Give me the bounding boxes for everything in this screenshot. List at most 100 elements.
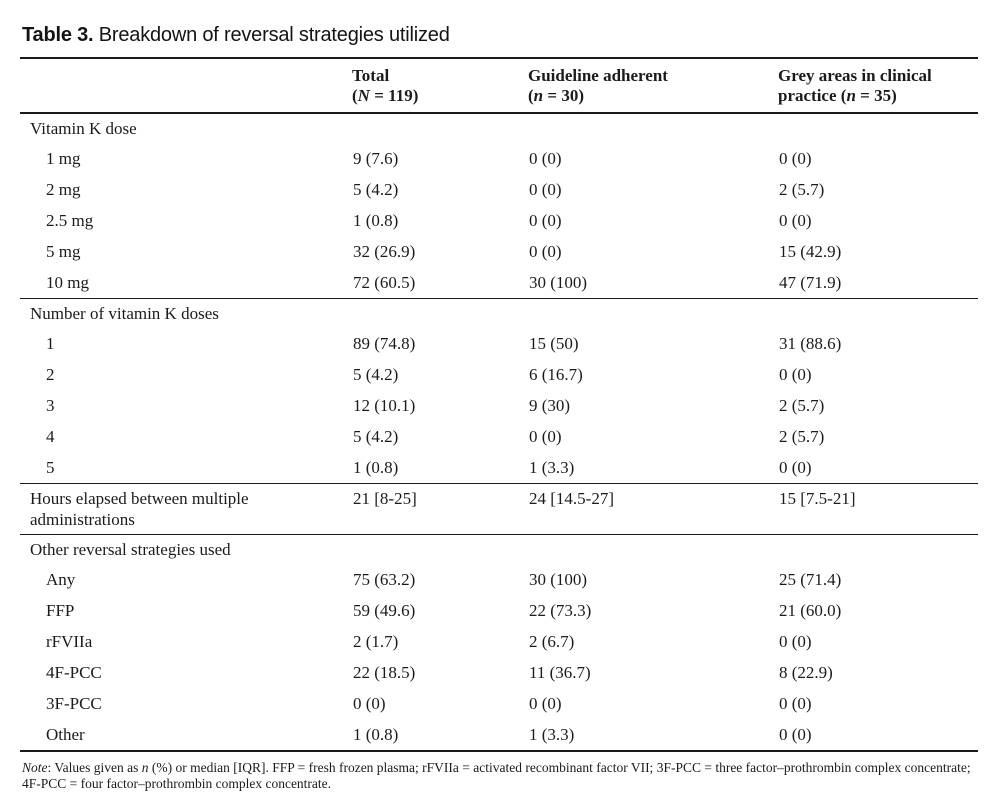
table-row: 4F-PCC 22 (18.5) 11 (36.7) 8 (22.9): [20, 657, 978, 688]
row-label: 5: [46, 458, 55, 477]
row-label: Hours elapsed between multiple administr…: [30, 489, 249, 529]
cell-grey: 21 (60.0): [779, 601, 842, 620]
cell-grey: 31 (88.6): [779, 334, 842, 353]
table-row: 3 12 (10.1) 9 (30) 2 (5.7): [20, 390, 978, 421]
cell-grey: 0 (0): [779, 458, 812, 477]
cell-total: 59 (49.6): [353, 601, 416, 620]
cell-guideline: 1 (3.3): [529, 458, 575, 477]
cell-guideline: 0 (0): [529, 211, 562, 230]
table-row: 5 1 (0.8) 1 (3.3) 0 (0): [20, 452, 978, 484]
cell-guideline: 0 (0): [529, 149, 562, 168]
row-label: 1 mg: [46, 149, 81, 168]
table-group: Vitamin K dose 1 mg 9 (7.6) 0 (0) 0 (0) 2 mg 5…: [20, 113, 978, 299]
row-label: 4: [46, 427, 55, 446]
cell-grey: 0 (0): [779, 149, 812, 168]
col-header-total-line1: Total: [352, 66, 390, 85]
cell-total: 1 (0.8): [353, 725, 399, 744]
col-header-total: Total (N = 119): [352, 58, 528, 114]
cell-total: 1 (0.8): [353, 211, 399, 230]
cell-guideline: 0 (0): [529, 427, 562, 446]
table-group: Hours elapsed between multiple administr…: [20, 483, 978, 535]
cell-grey: 8 (22.9): [779, 663, 833, 682]
row-label: 10 mg: [46, 273, 89, 292]
cell-total: 0 (0): [353, 694, 386, 713]
table-row: Any 75 (63.2) 30 (100) 25 (71.4): [20, 564, 978, 595]
cell-guideline: 30 (100): [529, 570, 588, 589]
table-row: 1 mg 9 (7.6) 0 (0) 0 (0): [20, 143, 978, 174]
cell-guideline: 0 (0): [529, 242, 562, 261]
row-label: 2 mg: [46, 180, 81, 199]
cell-guideline: 11 (36.7): [529, 663, 591, 682]
col-header-grey-line2: practice (n = 35): [778, 86, 897, 105]
cell-grey: 25 (71.4): [779, 570, 842, 589]
cell-grey: 2 (5.7): [779, 396, 825, 415]
table-group: Number of vitamin K doses 1 89 (74.8) 15 (5…: [20, 298, 978, 484]
col-header-guideline: Guideline adherent (n = 30): [528, 58, 778, 114]
section-row: Vitamin K dose: [20, 113, 978, 143]
table-row: 2 mg 5 (4.2) 0 (0) 2 (5.7): [20, 174, 978, 205]
cell-total: 1 (0.8): [353, 458, 399, 477]
section-label: Other reversal strategies used: [30, 540, 231, 559]
row-label: rFVIIa: [46, 632, 93, 651]
cell-grey: 2 (5.7): [779, 180, 825, 199]
col-header-grey: Grey areas in clinical practice (n = 35): [778, 58, 978, 114]
table-row: 4 5 (4.2) 0 (0) 2 (5.7): [20, 421, 978, 452]
section-row: Number of vitamin K doses: [20, 299, 978, 329]
cell-total: 72 (60.5): [353, 273, 416, 292]
row-label: 3: [46, 396, 55, 415]
row-label: 5 mg: [46, 242, 81, 261]
note-label: Note: [22, 760, 48, 775]
table-header: Total (N = 119) Guideline adherent (n = …: [20, 58, 978, 114]
cell-guideline: 22 (73.3): [529, 601, 592, 620]
table-group: Other reversal strategies used Any 75 (63.…: [20, 534, 978, 752]
cell-grey: 0 (0): [779, 211, 812, 230]
cell-grey: 0 (0): [779, 694, 812, 713]
page: Table 3. Breakdown of reversal strategie…: [20, 24, 980, 791]
table-row: FFP 59 (49.6) 22 (73.3) 21 (60.0): [20, 595, 978, 626]
stub-header: [20, 58, 352, 114]
header-row: Total (N = 119) Guideline adherent (n = …: [20, 58, 978, 114]
row-label: FFP: [46, 601, 75, 620]
row-label: 4F-PCC: [46, 663, 102, 682]
row-label: 3F-PCC: [46, 694, 102, 713]
cell-total: 22 (18.5): [353, 663, 416, 682]
cell-grey: 0 (0): [779, 365, 812, 384]
cell-total: 32 (26.9): [353, 242, 416, 261]
row-label: Other: [46, 725, 85, 744]
table-row: 10 mg 72 (60.5) 30 (100) 47 (71.9): [20, 267, 978, 299]
section-row: Other reversal strategies used: [20, 535, 978, 565]
cell-total: 2 (1.7): [353, 632, 399, 651]
col-header-guideline-line1: Guideline adherent: [528, 66, 668, 85]
cell-guideline: 6 (16.7): [529, 365, 583, 384]
table-footnote: Note: Values given as n (%) or median [I…: [22, 760, 971, 791]
cell-guideline: 24 [14.5-27]: [529, 489, 614, 508]
row-label: 2.5 mg: [46, 211, 94, 230]
cell-grey: 47 (71.9): [779, 273, 842, 292]
cell-total: 5 (4.2): [353, 180, 399, 199]
cell-total: 12 (10.1): [353, 396, 416, 415]
cell-grey: 0 (0): [779, 725, 812, 744]
cell-guideline: 30 (100): [529, 273, 588, 292]
cell-guideline: 1 (3.3): [529, 725, 575, 744]
cell-total: 5 (4.2): [353, 365, 399, 384]
row-label: Any: [46, 570, 76, 589]
table-row: Hours elapsed between multiple administr…: [20, 484, 978, 535]
table-title: Table 3. Breakdown of reversal strategie…: [22, 25, 980, 46]
cell-total: 75 (63.2): [353, 570, 416, 589]
col-header-grey-line1: Grey areas in clinical: [778, 66, 932, 85]
col-header-total-line2: (N = 119): [352, 86, 419, 105]
table-row: 5 mg 32 (26.9) 0 (0) 15 (42.9): [20, 236, 978, 267]
table-row: Other 1 (0.8) 1 (3.3) 0 (0): [20, 719, 978, 751]
cell-grey: 15 [7.5-21]: [779, 489, 856, 508]
cell-grey: 0 (0): [779, 632, 812, 651]
section-label: Vitamin K dose: [30, 119, 137, 138]
cell-guideline: 0 (0): [529, 180, 562, 199]
reversal-strategies-table: Total (N = 119) Guideline adherent (n = …: [20, 57, 978, 752]
section-label: Number of vitamin K doses: [30, 304, 219, 323]
table-row: 3F-PCC 0 (0) 0 (0) 0 (0): [20, 688, 978, 719]
cell-guideline: 9 (30): [529, 396, 571, 415]
cell-guideline: 0 (0): [529, 694, 562, 713]
table-number: Table 3.: [22, 24, 94, 46]
table-row: 1 89 (74.8) 15 (50) 31 (88.6): [20, 328, 978, 359]
table-row: 2 5 (4.2) 6 (16.7) 0 (0): [20, 359, 978, 390]
